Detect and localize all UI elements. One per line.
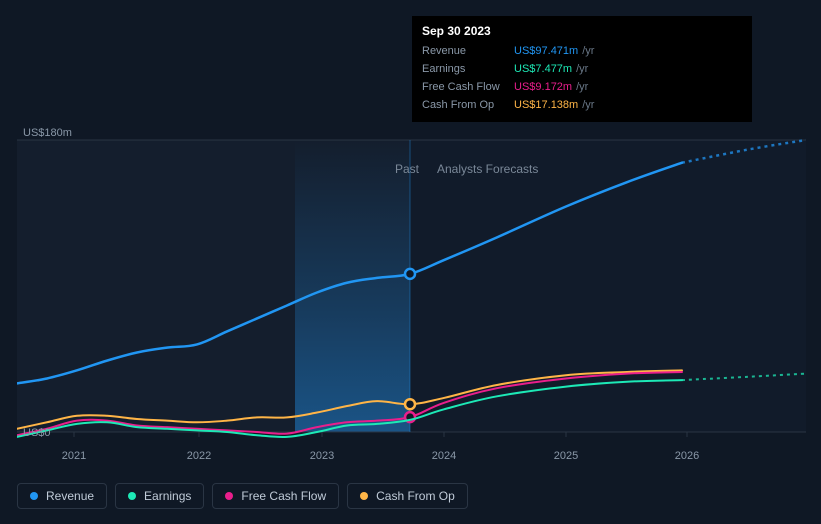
x-axis-tick-label: 2025	[554, 450, 578, 462]
legend-dot-icon	[30, 492, 38, 500]
legend-label: Earnings	[144, 489, 191, 503]
x-axis-tick-label: 2024	[432, 450, 456, 462]
x-axis-tick-label: 2022	[187, 450, 211, 462]
chart-legend: Revenue Earnings Free Cash Flow Cash From O…	[17, 483, 468, 509]
legend-item-earnings[interactable]: Earnings	[115, 483, 204, 509]
forecast-section-label: Analysts Forecasts	[437, 162, 538, 176]
legend-item-revenue[interactable]: Revenue	[17, 483, 107, 509]
y-axis-max-label: US$180m	[23, 127, 72, 139]
tooltip-value: US$7.477m	[514, 60, 572, 78]
tooltip-key: Free Cash Flow	[422, 78, 514, 96]
x-axis-tick-label: 2023	[310, 450, 334, 462]
y-axis-min-label: US$0	[23, 427, 51, 439]
tooltip-row: Free Cash FlowUS$9.172m/yr	[422, 78, 742, 96]
x-axis-tick-label: 2026	[675, 450, 699, 462]
tooltip-key: Earnings	[422, 60, 514, 78]
tooltip-unit: /yr	[576, 60, 588, 78]
legend-dot-icon	[128, 492, 136, 500]
tooltip-row: Cash From OpUS$17.138m/yr	[422, 96, 742, 114]
past-section-label: Past	[395, 162, 419, 176]
tooltip-unit: /yr	[582, 42, 594, 60]
tooltip-row: RevenueUS$97.471m/yr	[422, 42, 742, 60]
x-axis-tick-label: 2021	[62, 450, 86, 462]
tooltip-value: US$9.172m	[514, 78, 572, 96]
legend-label: Revenue	[46, 489, 94, 503]
data-tooltip: Sep 30 2023 RevenueUS$97.471m/yrEarnings…	[412, 16, 752, 122]
tooltip-date: Sep 30 2023	[422, 24, 742, 38]
legend-label: Free Cash Flow	[241, 489, 326, 503]
legend-item-free_cash_flow[interactable]: Free Cash Flow	[212, 483, 339, 509]
tooltip-value: US$17.138m	[514, 96, 578, 114]
tooltip-unit: /yr	[576, 78, 588, 96]
tooltip-row: EarningsUS$7.477m/yr	[422, 60, 742, 78]
tooltip-key: Revenue	[422, 42, 514, 60]
legend-label: Cash From Op	[376, 489, 455, 503]
tooltip-unit: /yr	[582, 96, 594, 114]
legend-item-cash_from_op[interactable]: Cash From Op	[347, 483, 468, 509]
legend-dot-icon	[225, 492, 233, 500]
x-axis-labels: 2021 2022 2023 2024 2025 2026	[17, 450, 806, 465]
legend-dot-icon	[360, 492, 368, 500]
tooltip-key: Cash From Op	[422, 96, 514, 114]
tooltip-value: US$97.471m	[514, 42, 578, 60]
